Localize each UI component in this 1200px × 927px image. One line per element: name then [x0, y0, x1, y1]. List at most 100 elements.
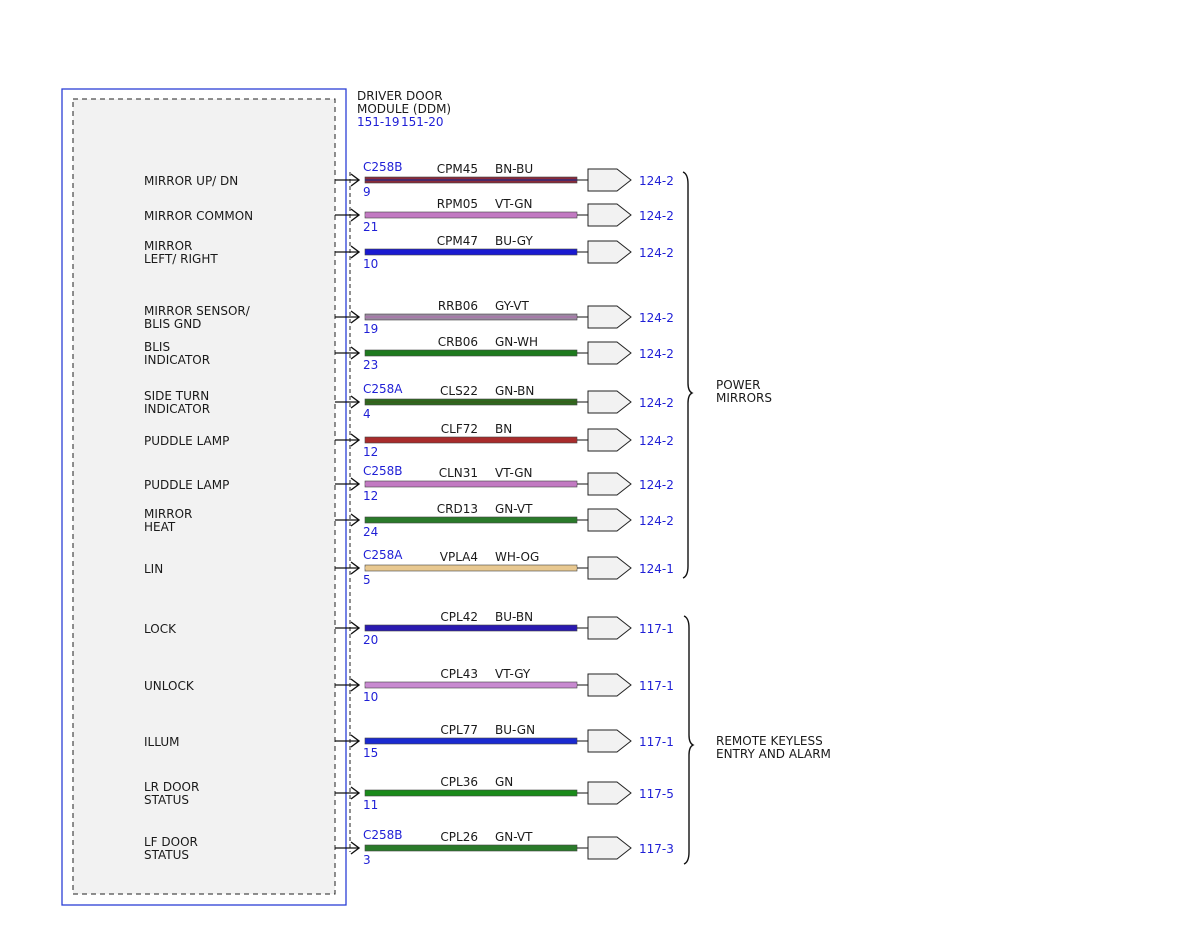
page-ref-arrow-icon[interactable] [587, 472, 632, 496]
page-ref-arrow-icon[interactable] [587, 168, 632, 192]
pin-number: 5 [363, 573, 371, 587]
circuit-code: CPM47 [437, 234, 478, 248]
pin-label-line2: STATUS [144, 848, 189, 862]
pin-number: 21 [363, 220, 378, 234]
group-power-mirrors-line1: POWER [716, 378, 760, 392]
wire-color-code: GY-VT [495, 299, 529, 313]
wire-color-code: GN-VT [495, 830, 533, 844]
page-ref-arrow-icon[interactable] [587, 341, 632, 365]
pin-label-line2: INDICATOR [144, 402, 210, 416]
pin-number: 3 [363, 853, 371, 867]
circuit-code: CPL42 [440, 610, 478, 624]
group-power-mirrors-line2: MIRRORS [716, 391, 772, 405]
pin-label-line2: BLIS GND [144, 317, 201, 331]
page-ref[interactable]: 124-2 [639, 311, 674, 325]
connector-id[interactable]: C258B [363, 464, 403, 478]
circuit-code: CLF72 [441, 422, 478, 436]
module-ref-b[interactable]: 151-20 [401, 115, 444, 129]
pin-arrow-icon [350, 173, 361, 187]
page-ref-arrow-icon[interactable] [587, 781, 632, 805]
pin-label-line2: HEAT [144, 520, 176, 534]
pin-number: 20 [363, 633, 378, 647]
circuit-code: CLN31 [439, 466, 478, 480]
pin-label: PUDDLE LAMP [144, 478, 229, 492]
connector-id[interactable]: C258B [363, 160, 403, 174]
page-ref-arrow-icon[interactable] [587, 836, 632, 860]
pin-number: 12 [363, 489, 378, 503]
circuit-code: CPL36 [440, 775, 478, 789]
page-ref[interactable]: 117-1 [639, 679, 674, 693]
circuit-code: VPLA4 [440, 550, 478, 564]
module-body [72, 98, 336, 895]
wire-color-code: GN-WH [495, 335, 538, 349]
group-remote-keyless-line1: REMOTE KEYLESS [716, 734, 823, 748]
pin-number: 15 [363, 746, 378, 760]
page-ref-arrow-icon[interactable] [587, 428, 632, 452]
wire-color-code: GN [495, 775, 513, 789]
circuit-code: CRD13 [437, 502, 478, 516]
connector-id[interactable]: C258A [363, 548, 403, 562]
wire-color-code: VT-GN [495, 197, 532, 211]
page-ref-arrow-icon[interactable] [587, 673, 632, 697]
page-ref[interactable]: 124-2 [639, 434, 674, 448]
pin-label-line1: MIRROR [144, 239, 192, 253]
page-ref-arrow-icon[interactable] [587, 616, 632, 640]
pin-label: MIRROR UP/ DN [144, 174, 238, 188]
page-ref[interactable]: 124-2 [639, 396, 674, 410]
connector-id[interactable]: C258A [363, 382, 403, 396]
page-ref[interactable]: 124-2 [639, 514, 674, 528]
circuit-code: CPL43 [440, 667, 478, 681]
wire-color-code: VT-GY [495, 667, 531, 681]
group-remote-keyless-line2: ENTRY AND ALARM [716, 747, 831, 761]
page-ref[interactable]: 117-1 [639, 735, 674, 749]
page-ref[interactable]: 117-1 [639, 622, 674, 636]
page-ref-arrow-icon[interactable] [587, 729, 632, 753]
page-ref-arrow-icon[interactable] [587, 556, 632, 580]
wire-color-code: BN [495, 422, 512, 436]
module-ref-a[interactable]: 151-19 [357, 115, 400, 129]
page-ref[interactable]: 124-2 [639, 174, 674, 188]
pin-label-line2: LEFT/ RIGHT [144, 252, 218, 266]
page-ref-arrow-icon[interactable] [587, 305, 632, 329]
page-ref-arrow-icon[interactable] [587, 508, 632, 532]
pin-arrow-icon [350, 621, 361, 635]
pin-arrow-icon [350, 395, 361, 409]
pin-label-line1: MIRROR [144, 507, 192, 521]
pin-number: 10 [363, 690, 378, 704]
wire-color-code: BU-GN [495, 723, 535, 737]
pin-number: 10 [363, 257, 378, 271]
page-ref-arrow-icon[interactable] [587, 390, 632, 414]
page-ref[interactable]: 117-3 [639, 842, 674, 856]
pin-label-line1: SIDE TURN [144, 389, 209, 403]
power-mirrors-brace [682, 171, 694, 579]
pin-label: LOCK [144, 622, 177, 636]
wire-color-code: VT-GN [495, 466, 532, 480]
pin-arrow-icon [350, 786, 361, 800]
module-name-line1: DRIVER DOOR [357, 89, 443, 103]
remote-keyless-brace [683, 615, 695, 865]
pin-number: 12 [363, 445, 378, 459]
pin-label: UNLOCK [144, 679, 195, 693]
page-ref[interactable]: 124-2 [639, 347, 674, 361]
pin-label-line2: INDICATOR [144, 353, 210, 367]
page-ref-arrow-icon[interactable] [587, 240, 632, 264]
wire-color-code: GN-BN [495, 384, 534, 398]
pin-arrow-icon [350, 734, 361, 748]
page-ref[interactable]: 124-2 [639, 246, 674, 260]
page-ref[interactable]: 124-2 [639, 209, 674, 223]
circuit-code: RPM05 [437, 197, 478, 211]
pin-arrow-icon [350, 245, 361, 259]
page-ref[interactable]: 124-1 [639, 562, 674, 576]
pin-arrow-icon [350, 477, 361, 491]
pin-arrow-icon [350, 346, 361, 360]
pin-label-line1: MIRROR SENSOR/ [144, 304, 251, 318]
page-ref-arrow-icon[interactable] [587, 203, 632, 227]
pin-label: ILLUM [144, 735, 179, 749]
connector-id[interactable]: C258B [363, 828, 403, 842]
pin-arrow-icon [350, 433, 361, 447]
module-name-line2: MODULE (DDM) [357, 102, 451, 116]
pin-number: 23 [363, 358, 378, 372]
circuit-code: CPM45 [437, 162, 478, 176]
page-ref[interactable]: 124-2 [639, 478, 674, 492]
page-ref[interactable]: 117-5 [639, 787, 674, 801]
